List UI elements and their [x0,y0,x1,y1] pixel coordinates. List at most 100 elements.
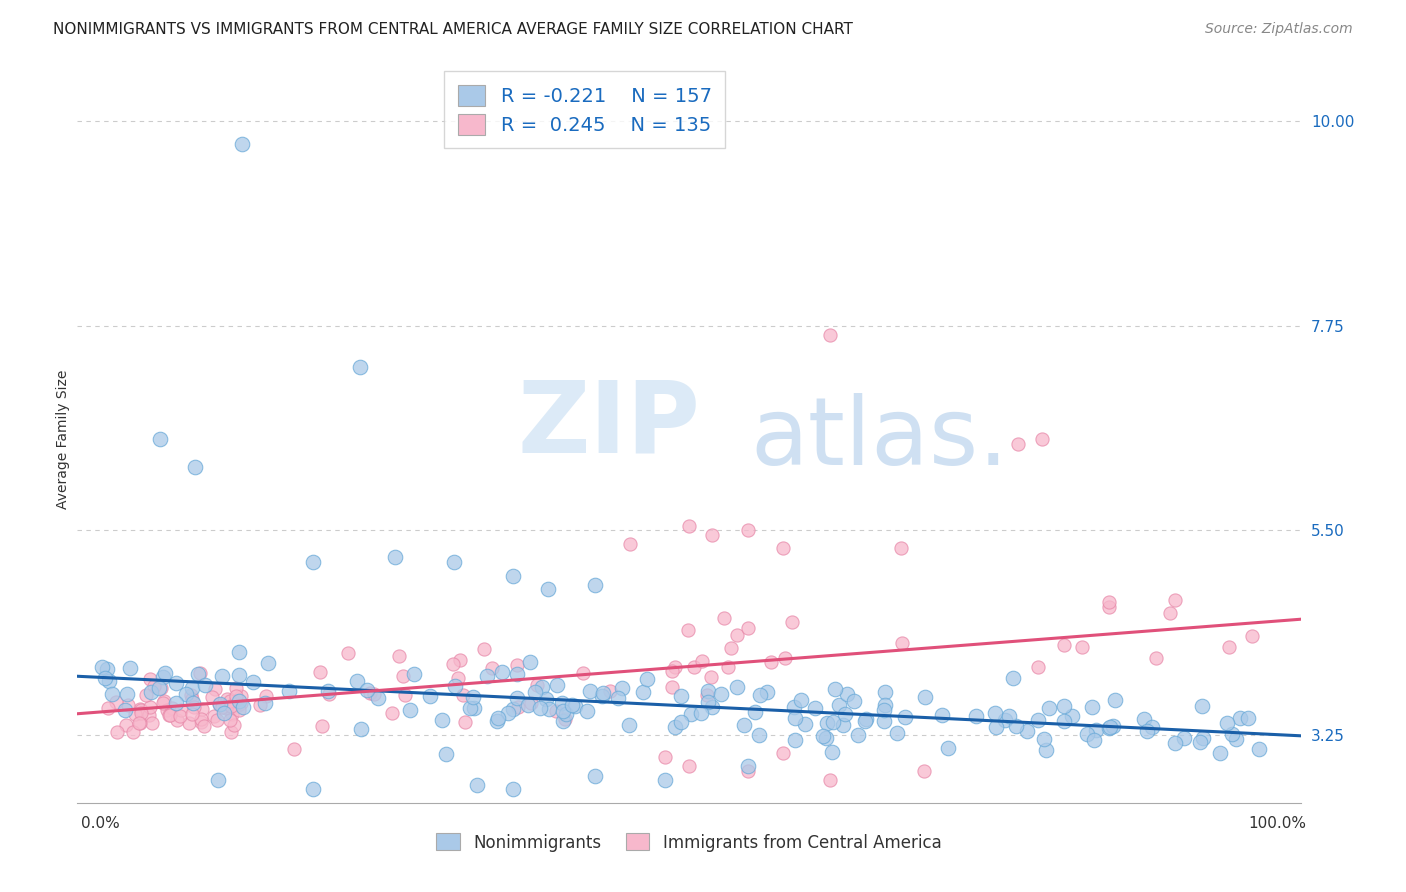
Point [105,695,128,709]
Point [890,541,912,556]
Point [519,696,541,710]
Point [772,541,794,556]
Point [853,714,876,728]
Point [224,693,246,707]
Point [1071,640,1094,654]
Point [97,673,120,688]
Point [363,687,385,701]
Point [591,689,613,703]
Point [1031,432,1053,446]
Point [592,686,614,700]
Point [139,672,162,686]
Point [141,716,163,731]
Point [873,703,896,717]
Point [1188,735,1211,749]
Point [690,706,713,721]
Point [793,717,815,731]
Point [115,718,138,732]
Point [443,555,465,569]
Point [619,718,641,732]
Point [254,689,277,703]
Point [821,745,844,759]
Point [231,136,253,151]
Point [785,732,807,747]
Text: NONIMMIGRANTS VS IMMIGRANTS FROM CENTRAL AMERICA AVERAGE FAMILY SIZE CORRELATION: NONIMMIGRANTS VS IMMIGRANTS FROM CENTRAL… [53,22,853,37]
Point [135,688,157,702]
Point [1083,732,1105,747]
Point [855,712,877,726]
Point [316,683,339,698]
Point [828,698,851,712]
Point [1104,693,1126,707]
Point [824,681,846,696]
Point [873,685,896,699]
Point [225,681,247,695]
Point [697,684,720,698]
Point [772,746,794,760]
Point [301,555,323,569]
Point [599,684,621,698]
Point [678,623,700,637]
Point [546,678,568,692]
Point [554,712,576,726]
Point [160,701,183,715]
Point [1101,719,1123,733]
Point [550,696,572,710]
Point [506,658,529,673]
Point [516,698,538,713]
Point [419,690,441,704]
Point [561,698,583,712]
Point [491,665,513,680]
Point [1026,660,1049,674]
Point [1053,714,1076,729]
Point [846,728,869,742]
Point [1247,742,1270,756]
Point [965,709,987,723]
Point [117,698,139,712]
Point [207,773,229,788]
Point [159,707,181,722]
Point [671,714,693,729]
Point [170,702,193,716]
Point [115,687,138,701]
Point [129,706,152,720]
Point [551,704,574,718]
Point [219,714,242,728]
Point [678,759,700,773]
Point [875,698,897,713]
Point [208,698,231,712]
Point [180,688,202,702]
Point [465,778,488,792]
Point [555,707,578,722]
Point [538,702,561,716]
Point [346,674,368,689]
Point [461,690,484,705]
Point [1163,736,1185,750]
Point [434,747,457,761]
Point [165,696,187,710]
Point [441,657,464,671]
Point [384,550,406,565]
Point [404,667,426,681]
Point [139,685,162,699]
Point [226,698,249,712]
Point [472,642,495,657]
Point [232,700,254,714]
Point [506,700,529,714]
Point [669,689,692,703]
Point [737,764,759,778]
Point [152,670,174,684]
Point [91,660,114,674]
Point [257,657,280,671]
Point [531,681,554,695]
Point [619,537,641,551]
Point [654,750,676,764]
Point [1098,721,1121,735]
Point [733,718,755,732]
Point [1053,638,1076,652]
Point [309,665,332,679]
Point [129,703,152,717]
Point [564,699,586,714]
Point [984,720,1007,734]
Point [94,671,117,685]
